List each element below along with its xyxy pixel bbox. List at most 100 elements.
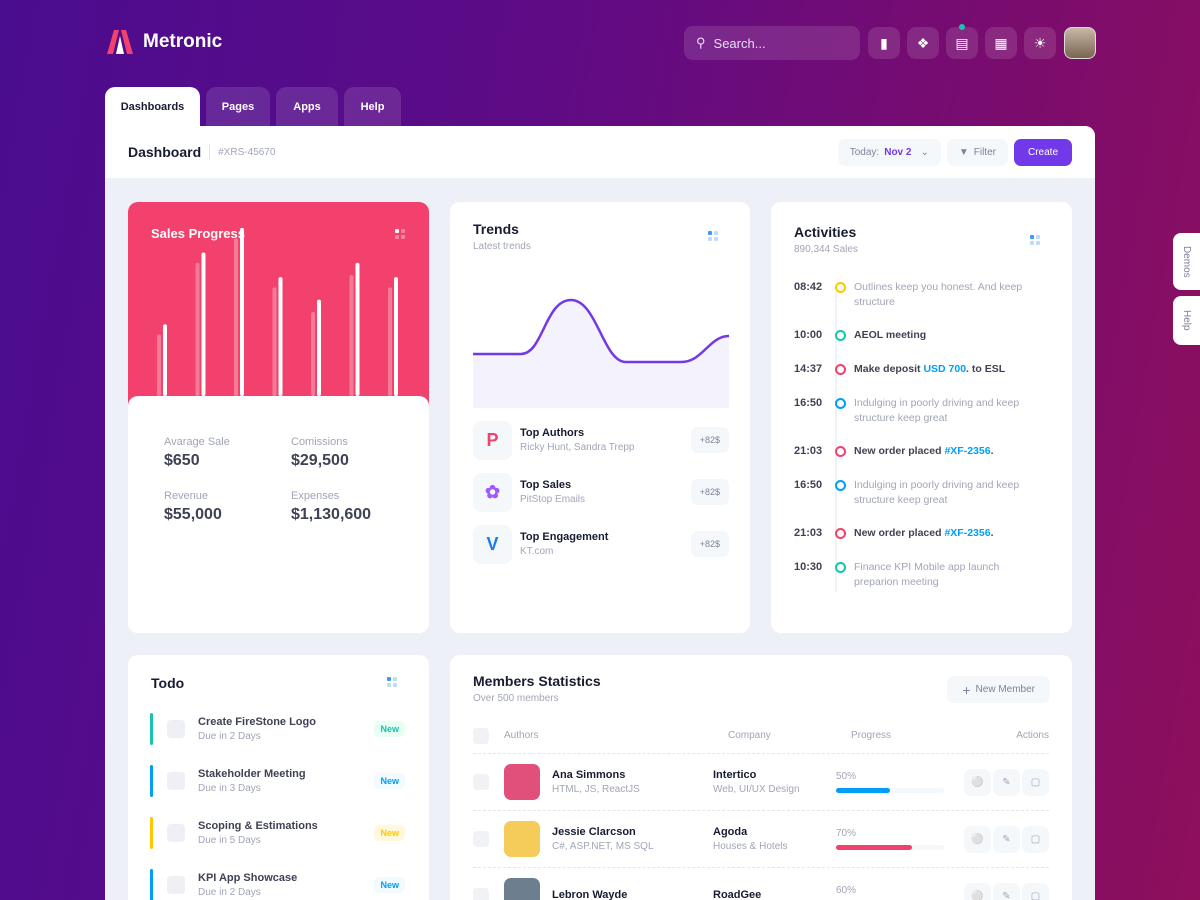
menu-icon[interactable] <box>387 677 397 687</box>
trend-item[interactable]: ✿ Top Sales PitStop Emails +82$ <box>473 466 729 518</box>
activity-text: Indulging in poorly driving and keep str… <box>854 479 1020 506</box>
todo-badge: New <box>374 825 405 841</box>
new-member-button[interactable]: + New Member <box>947 676 1050 703</box>
activity-text: Outlines keep you honest. And keep struc… <box>854 281 1023 308</box>
user-avatar[interactable] <box>1064 27 1096 59</box>
filter-button[interactable]: ▼ Filter <box>946 138 1008 166</box>
trends-subtitle: Latest trends <box>473 241 531 252</box>
page-title: Dashboard <box>128 144 202 160</box>
toggle-icon[interactable]: ⚪ <box>964 882 991 900</box>
activity-text: Indulging in poorly driving and keep str… <box>854 397 1020 424</box>
stat-commissions: Comissions $29,500 <box>291 436 349 469</box>
activity-link[interactable]: #XF-2356 <box>944 527 991 539</box>
brand-logo[interactable]: Metronic <box>105 30 222 54</box>
edit-icon[interactable]: ✎ <box>993 768 1020 796</box>
row-checkbox[interactable] <box>473 831 489 847</box>
timeline-dot-icon <box>835 562 846 573</box>
create-button[interactable]: Create <box>1013 138 1072 166</box>
sales-bar <box>394 277 398 396</box>
sales-bar-secondary <box>349 275 354 396</box>
activity-text-after: . <box>990 527 994 539</box>
edit-icon[interactable]: ✎ <box>993 825 1020 853</box>
activity-text: Finance KPI Mobile app launch preparion … <box>854 561 1000 588</box>
chevron-down-icon: ⌄ <box>920 146 929 158</box>
activity-time: 10:00 <box>794 329 823 341</box>
members-subtitle: Over 500 members <box>473 693 559 704</box>
search-placeholder: Search... <box>713 35 766 51</box>
search-input[interactable]: ⚲ Search... <box>684 26 860 60</box>
trend-item[interactable]: V Top Engagement KT.com +82$ <box>473 518 729 570</box>
demos-side-tab[interactable]: Demos <box>1173 233 1200 290</box>
col-authors: Authors <box>504 730 539 741</box>
date-picker[interactable]: Today: Nov 2 ⌄ <box>837 138 941 166</box>
chat-icon[interactable]: ▤ <box>946 27 978 59</box>
menu-icon[interactable] <box>395 229 405 239</box>
row-checkbox[interactable] <box>473 774 489 790</box>
trend-item[interactable]: P Top Authors Ricky Hunt, Sandra Trepp +82$ <box>473 414 729 466</box>
member-name[interactable]: Ana Simmons <box>552 769 626 781</box>
table-row: Jessie Clarcson C#, ASP.NET, MS SQL Agoda H… <box>473 811 1049 868</box>
toggle-icon[interactable]: ⚪ <box>964 825 991 853</box>
todo-checkbox[interactable] <box>167 876 185 894</box>
activity-time: 16:50 <box>794 397 823 409</box>
table-row: Lebron Wayde RoadGee 60% ⚪ ✎ ▢ <box>473 868 1049 900</box>
menu-icon[interactable] <box>1030 235 1040 245</box>
trends-card: Trends Latest trends P Top Authors Ricky H… <box>450 202 750 633</box>
tab-dashboards[interactable]: Dashboards <box>105 87 200 126</box>
member-name[interactable]: Jessie Clarcson <box>552 826 636 838</box>
progress-label: 60% <box>836 885 857 896</box>
help-side-tab[interactable]: Help <box>1173 296 1200 345</box>
chart-icon[interactable]: ▮ <box>868 27 900 59</box>
activity-item: 14:37 Make deposit USD 700. to ESL <box>794 362 1034 396</box>
trash-icon[interactable]: ▢ <box>1022 825 1049 853</box>
sales-stats: Avarage Sale $650 Comissions $29,500 Reven… <box>164 436 418 524</box>
timeline-dot-icon <box>835 480 846 491</box>
tab-help[interactable]: Help <box>344 87 401 126</box>
activities-card: Activities 890,344 Sales 08:42 Outlines k… <box>771 202 1072 633</box>
apps-icon[interactable]: ❖ <box>907 27 939 59</box>
activity-item: 16:50 Indulging in poorly driving and kee… <box>794 478 1034 526</box>
toggle-icon[interactable]: ⚪ <box>964 768 991 796</box>
activity-link[interactable]: #XF-2356 <box>944 445 991 457</box>
todo-item: Stakeholder Meeting Due in 3 Days New <box>150 755 405 807</box>
activity-text-after: . <box>990 445 994 457</box>
sales-bar-secondary <box>311 311 315 396</box>
member-company: Intertico <box>713 769 757 781</box>
activity-time: 16:50 <box>794 479 823 491</box>
activity-text: New order placed <box>854 527 945 539</box>
today-label: Today: <box>849 146 880 158</box>
activity-link[interactable]: USD 700 <box>923 363 967 375</box>
tab-pages[interactable]: Pages <box>206 87 270 126</box>
brand-name: Metronic <box>143 31 223 52</box>
todo-checkbox[interactable] <box>167 824 185 842</box>
progress-bar <box>836 845 944 850</box>
todo-item: Scoping & Estimations Due in 5 Days New <box>150 807 405 859</box>
grid-icon[interactable]: ▦ <box>985 27 1017 59</box>
avatar <box>504 764 540 800</box>
todo-checkbox[interactable] <box>167 720 185 738</box>
activity-item: 21:03 New order placed #XF-2356. <box>794 444 1034 478</box>
activity-item: 16:50 Indulging in poorly driving and kee… <box>794 396 1034 444</box>
trash-icon[interactable]: ▢ <box>1022 882 1049 900</box>
todo-name: Stakeholder Meeting <box>198 768 306 780</box>
todo-list: Create FireStone Logo Due in 2 Days New Sta… <box>150 703 405 900</box>
trend-badge: +82$ <box>690 531 729 557</box>
filter-label: Filter <box>973 146 996 158</box>
col-progress: Progress <box>851 730 892 741</box>
edit-icon[interactable]: ✎ <box>993 882 1020 900</box>
tab-apps[interactable]: Apps <box>276 87 338 126</box>
toolbar: Dashboard #XRS-45670 Today: Nov 2 ⌄ ▼ Filte… <box>105 126 1095 178</box>
members-title: Members Statistics <box>473 673 601 689</box>
trash-icon[interactable]: ▢ <box>1022 768 1049 796</box>
member-name[interactable]: Lebron Wayde <box>552 888 628 900</box>
row-checkbox[interactable] <box>473 888 489 900</box>
sun-icon[interactable]: ☀ <box>1024 27 1056 59</box>
todo-checkbox[interactable] <box>167 772 185 790</box>
table-header: Authors Company Progress Actions <box>473 718 1049 754</box>
activity-item: 10:00 AEOL meeting <box>794 328 1034 362</box>
select-all-checkbox[interactable] <box>473 727 489 744</box>
todo-due: Due in 5 Days <box>198 835 261 846</box>
figma-icon: ✿ <box>473 472 512 512</box>
menu-icon[interactable] <box>708 231 718 241</box>
sales-bar <box>278 277 283 396</box>
